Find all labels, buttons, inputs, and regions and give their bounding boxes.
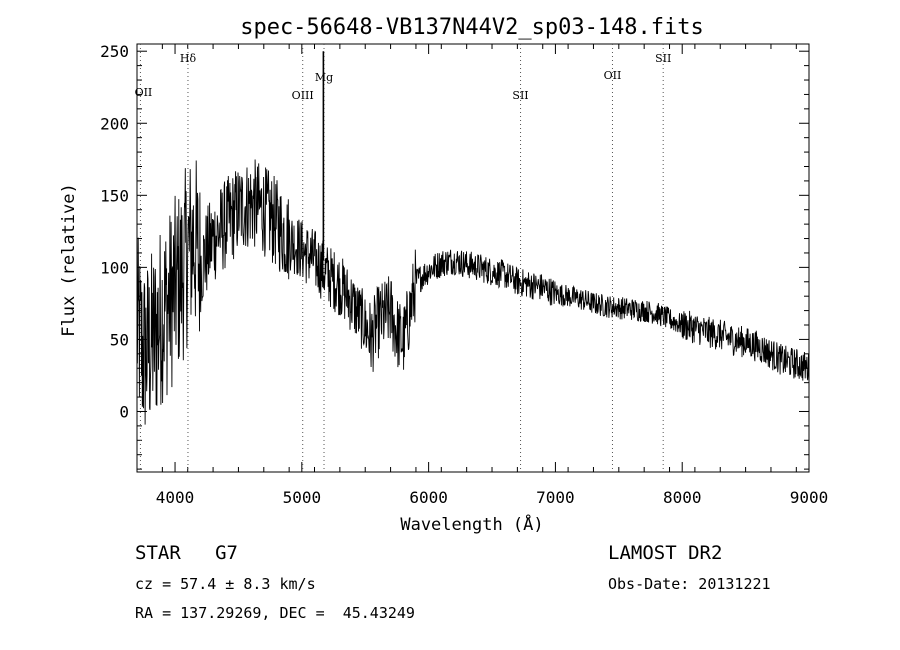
axes: 4000 5000 6000 7000 8000 9000 0 50 100 150 200 250 (100, 42, 828, 507)
line-marker-label: OII (135, 86, 153, 99)
redshift-text: cz = 57.4 ± 8.3 km/s (135, 575, 316, 593)
spectral-line-markers: OIIHδOIIIMgSIIOIISII (135, 44, 671, 472)
x-tick-label: 4000 (156, 488, 195, 507)
spectrum-series (136, 51, 810, 425)
y-tick-label: 200 (100, 114, 129, 133)
x-tick-label: 9000 (790, 488, 829, 507)
class-gap (181, 542, 215, 564)
spectral-class: STAR G7 (135, 542, 238, 564)
line-marker-label: SII (655, 52, 671, 65)
x-tick-label: 5000 (283, 488, 322, 507)
x-tick-label: 6000 (409, 488, 448, 507)
line-marker-label: OII (604, 69, 622, 82)
subclass-label: G7 (215, 542, 238, 564)
line-marker-label: SII (512, 89, 528, 102)
survey-label: LAMOST DR2 (608, 542, 723, 564)
line-marker-label: Hδ (180, 52, 197, 65)
y-tick-label: 250 (100, 42, 129, 61)
x-tick-label: 7000 (536, 488, 575, 507)
obs-date-text: Obs-Date: 20131221 (608, 575, 771, 593)
y-axis-label: Flux (relative) (59, 183, 79, 337)
plot-frame (136, 43, 810, 473)
spectrum-line (136, 159, 810, 425)
y-tick-label: 100 (100, 258, 129, 277)
y-tick-label: 50 (110, 330, 129, 349)
chart-title: spec-56648-VB137N44V2_sp03-148.fits (240, 15, 704, 40)
coordinates-text: RA = 137.29269, DEC = 45.43249 (135, 604, 415, 622)
line-marker-label: OIII (292, 89, 314, 102)
y-tick-label: 0 (119, 402, 129, 421)
y-tick-label: 150 (100, 186, 129, 205)
x-tick-label: 8000 (663, 488, 702, 507)
x-axis-label: Wavelength (Å) (400, 513, 543, 535)
class-label: STAR (135, 542, 181, 564)
